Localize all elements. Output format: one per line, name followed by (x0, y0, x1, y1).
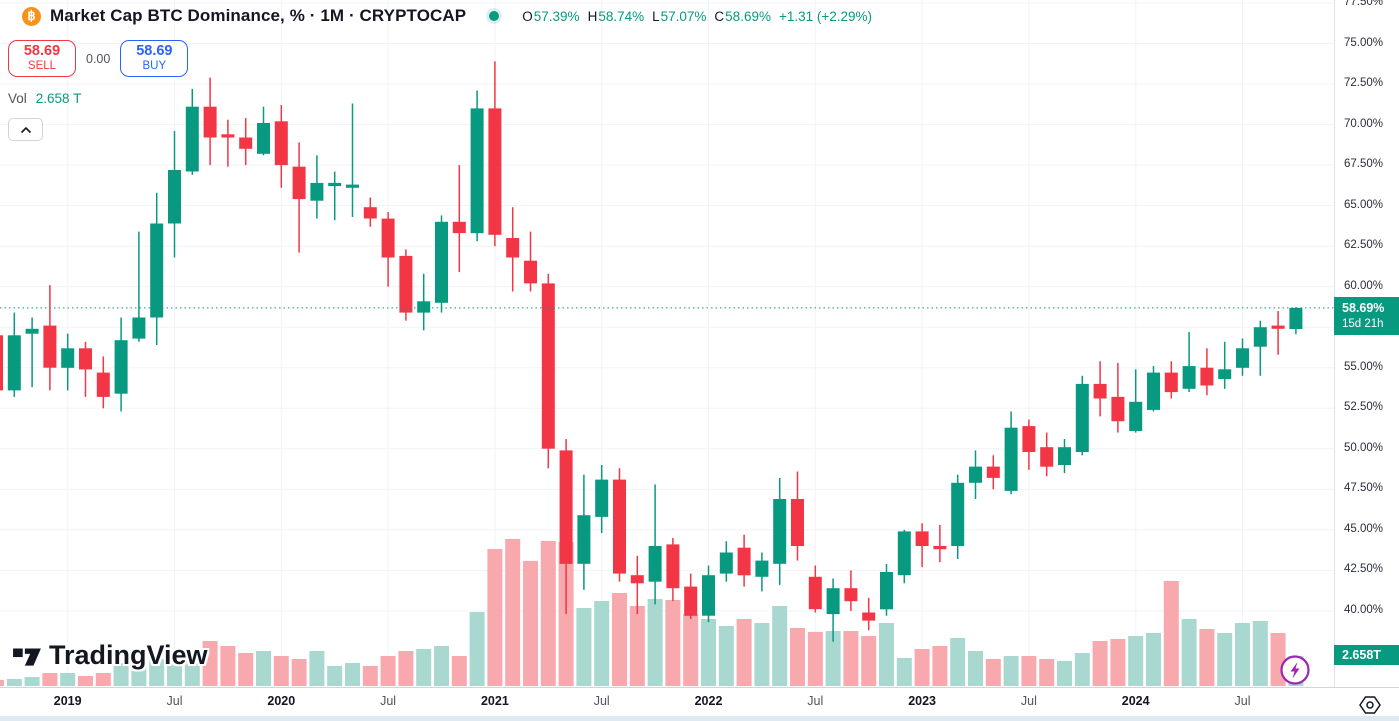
tradingview-logo-icon (12, 646, 42, 667)
price-axis-label: 65.00% (1344, 198, 1384, 211)
time-axis-month-label: Jul (1234, 694, 1251, 708)
bar-countdown: 15d 21h (1342, 317, 1384, 330)
change-value: +1.31 (+2.29%) (778, 8, 873, 24)
price-axis[interactable]: 77.50% 75.00% 72.50% 70.00% 67.50% 65.00% 62.5… (1334, 0, 1399, 687)
volume-indicator-row: Vol 2.658 T (8, 91, 81, 106)
trade-panel: 58.69 SELL 0.00 58.69 BUY (8, 40, 189, 77)
time-axis-month-label: Jul (593, 694, 610, 708)
collapse-legend-button[interactable] (8, 118, 43, 141)
time-axis-month-label: Jul (807, 694, 824, 708)
time-axis-month-label: Jul (1020, 694, 1037, 708)
current-volume-badge: 2.658T (1334, 645, 1399, 665)
sell-button[interactable]: 58.69 SELL (8, 40, 76, 77)
quick-trade-button[interactable] (1279, 654, 1311, 686)
market-status-dot (489, 11, 500, 21)
price-axis-label: 60.00% (1344, 279, 1384, 292)
time-axis-year-label: 2021 (480, 694, 509, 708)
price-axis-label: 47.50% (1344, 482, 1384, 495)
price-axis-label: 50.00% (1344, 441, 1384, 454)
price-axis-label: 67.50% (1344, 158, 1384, 171)
time-axis-year-label: 2022 (694, 694, 723, 708)
open-value: 57.39% (533, 8, 580, 24)
low-label: L (652, 8, 660, 24)
symbol-legend: ฿ Market Cap BTC Dominance, % · 1M · CRY… (22, 6, 872, 26)
price-axis-label: 70.00% (1344, 117, 1384, 130)
tradingview-watermark-text: TradingView (49, 640, 208, 670)
price-scale-settings-button[interactable] (1357, 694, 1383, 715)
close-label: C (714, 8, 725, 24)
time-axis-year-label: 2023 (908, 694, 936, 708)
price-axis-label: 77.50% (1344, 0, 1384, 8)
time-axis[interactable]: 2019 Jul 2020 Jul 2021 Jul 2022 Jul 2023 Jul 2024 J… (0, 687, 1399, 716)
tradingview-watermark: TradingView (12, 640, 208, 671)
current-price-value: 58.69% (1342, 301, 1385, 315)
price-chart[interactable] (0, 0, 1334, 687)
time-axis-year-label: 2024 (1121, 694, 1150, 708)
bitcoin-icon: ฿ (22, 6, 41, 26)
high-value: 58.74% (598, 8, 645, 24)
current-price-badge: 58.69% 15d 21h (1334, 297, 1399, 335)
volume-label: Vol (8, 91, 27, 106)
price-axis-label: 75.00% (1344, 36, 1384, 49)
price-axis-label: 40.00% (1344, 603, 1384, 616)
high-label: H (587, 8, 598, 24)
sell-label: SELL (27, 60, 57, 73)
hexagon-settings-icon (1359, 695, 1381, 714)
lightning-icon (1280, 655, 1310, 685)
buy-label: BUY (142, 60, 167, 73)
open-label: O (522, 8, 533, 24)
symbol-title[interactable]: Market Cap BTC Dominance, % · 1M · CRYPT… (50, 6, 467, 25)
price-axis-label: 45.00% (1344, 522, 1384, 535)
bottom-panel-strip (0, 716, 1399, 721)
volume-value: 2.658 T (35, 91, 82, 106)
price-axis-label: 72.50% (1344, 77, 1384, 90)
buy-price: 58.69 (136, 43, 173, 60)
price-axis-label: 55.00% (1344, 360, 1384, 373)
time-axis-month-label: Jul (380, 694, 397, 708)
sell-price: 58.69 (23, 43, 61, 60)
time-axis-year-label: 2020 (267, 694, 296, 708)
price-axis-label: 52.50% (1344, 401, 1384, 414)
spread-value: 0.00 (86, 51, 111, 66)
ohlc-values: O57.39% H58.74% L57.07% C58.69% +1.31 (+… (522, 9, 872, 24)
buy-button[interactable]: 58.69 BUY (120, 40, 189, 77)
low-value: 57.07% (660, 8, 707, 24)
time-axis-month-label: Jul (166, 694, 183, 708)
time-axis-year-label: 2019 (53, 694, 82, 708)
chevron-up-icon (20, 126, 31, 133)
price-axis-label: 42.50% (1344, 563, 1384, 576)
price-axis-label: 62.50% (1344, 239, 1384, 252)
close-value: 58.69% (725, 8, 771, 24)
